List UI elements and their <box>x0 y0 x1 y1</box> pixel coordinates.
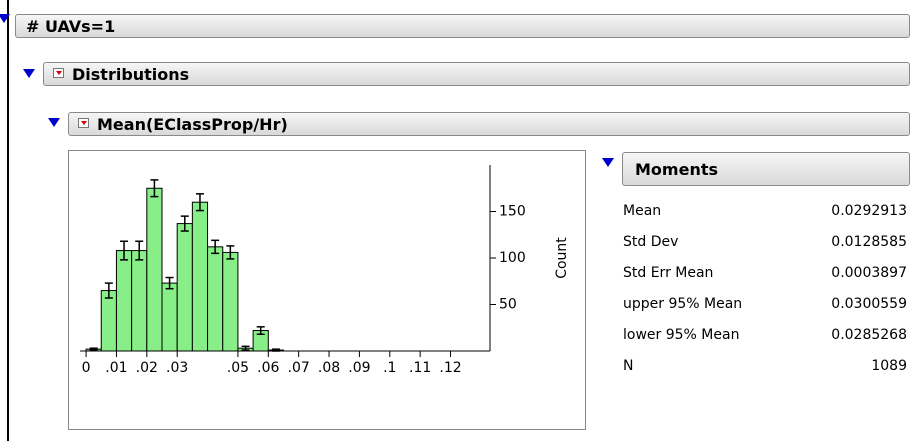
section-title: Moments <box>635 160 718 179</box>
x-tick-label: .06 <box>257 360 279 376</box>
section-bar[interactable]: Moments <box>622 152 910 186</box>
menu-icon[interactable] <box>78 118 89 128</box>
bar <box>207 246 224 352</box>
error-bar <box>226 245 235 260</box>
bar <box>191 201 209 352</box>
section-title: Mean(EClassProp/Hr) <box>97 115 288 134</box>
moment-label: upper 95% Mean <box>623 296 743 312</box>
moment-label: Mean <box>623 203 662 219</box>
error-bar <box>104 282 113 299</box>
x-tick-label: .09 <box>348 360 370 376</box>
moment-value: 0.0128585 <box>831 234 907 250</box>
moment-label: Std Err Mean <box>623 265 714 281</box>
bar <box>100 290 117 352</box>
disclosure[interactable] <box>48 118 60 127</box>
y-tick-label: 100 <box>499 250 526 266</box>
moment-value: 1089 <box>871 358 907 374</box>
x-tick-label: .11 <box>409 360 431 376</box>
bar <box>146 187 163 352</box>
error-bar <box>89 347 98 351</box>
moment-label: N <box>623 358 634 374</box>
bar <box>115 250 133 352</box>
error-bar <box>135 240 144 261</box>
section-bar[interactable]: Distributions <box>43 62 910 86</box>
x-tick-label: .12 <box>439 360 461 376</box>
x-tick-label: .08 <box>318 360 340 376</box>
section-bar[interactable]: Mean(EClassProp/Hr) <box>68 112 910 136</box>
x-tick-label: 0 <box>82 360 91 376</box>
y-tick-label: 150 <box>499 204 526 220</box>
bar <box>222 251 239 352</box>
error-bar <box>256 326 265 336</box>
moment-value: 0.0300559 <box>831 296 907 312</box>
moment-value: 0.0285268 <box>831 327 907 343</box>
x-tick-label: .05 <box>227 360 249 376</box>
x-tick-label: .07 <box>288 360 310 376</box>
title: # UAVs=1 <box>26 17 116 36</box>
moment-value: 0.0003897 <box>831 265 907 281</box>
bar <box>131 250 148 352</box>
y-tick-label: 50 <box>499 297 517 313</box>
error-bar <box>211 239 220 255</box>
moment-label: lower 95% Mean <box>623 327 740 343</box>
menu-icon[interactable] <box>53 68 64 78</box>
error-bar <box>241 345 250 351</box>
error-bar <box>195 193 204 212</box>
error-bar <box>150 179 159 198</box>
x-tick-label: .02 <box>136 360 158 376</box>
disclosure[interactable] <box>23 69 35 78</box>
x-tick-label: .01 <box>105 360 127 376</box>
bar <box>161 282 178 352</box>
error-bar <box>180 215 189 232</box>
moment-label: Std Dev <box>623 234 679 250</box>
error-bar <box>120 240 129 261</box>
x-tick-label: .1 <box>383 360 396 376</box>
disclosure[interactable] <box>0 14 10 23</box>
y-axis-label: Count <box>554 237 570 279</box>
error-bar <box>165 276 174 290</box>
disclosure[interactable] <box>602 158 614 167</box>
moment-value: 0.0292913 <box>831 203 907 219</box>
x-tick-label: .03 <box>166 360 188 376</box>
section-title: Distributions <box>72 65 190 84</box>
bar <box>176 223 193 352</box>
title-bar[interactable]: # UAVs=1 <box>15 14 910 38</box>
